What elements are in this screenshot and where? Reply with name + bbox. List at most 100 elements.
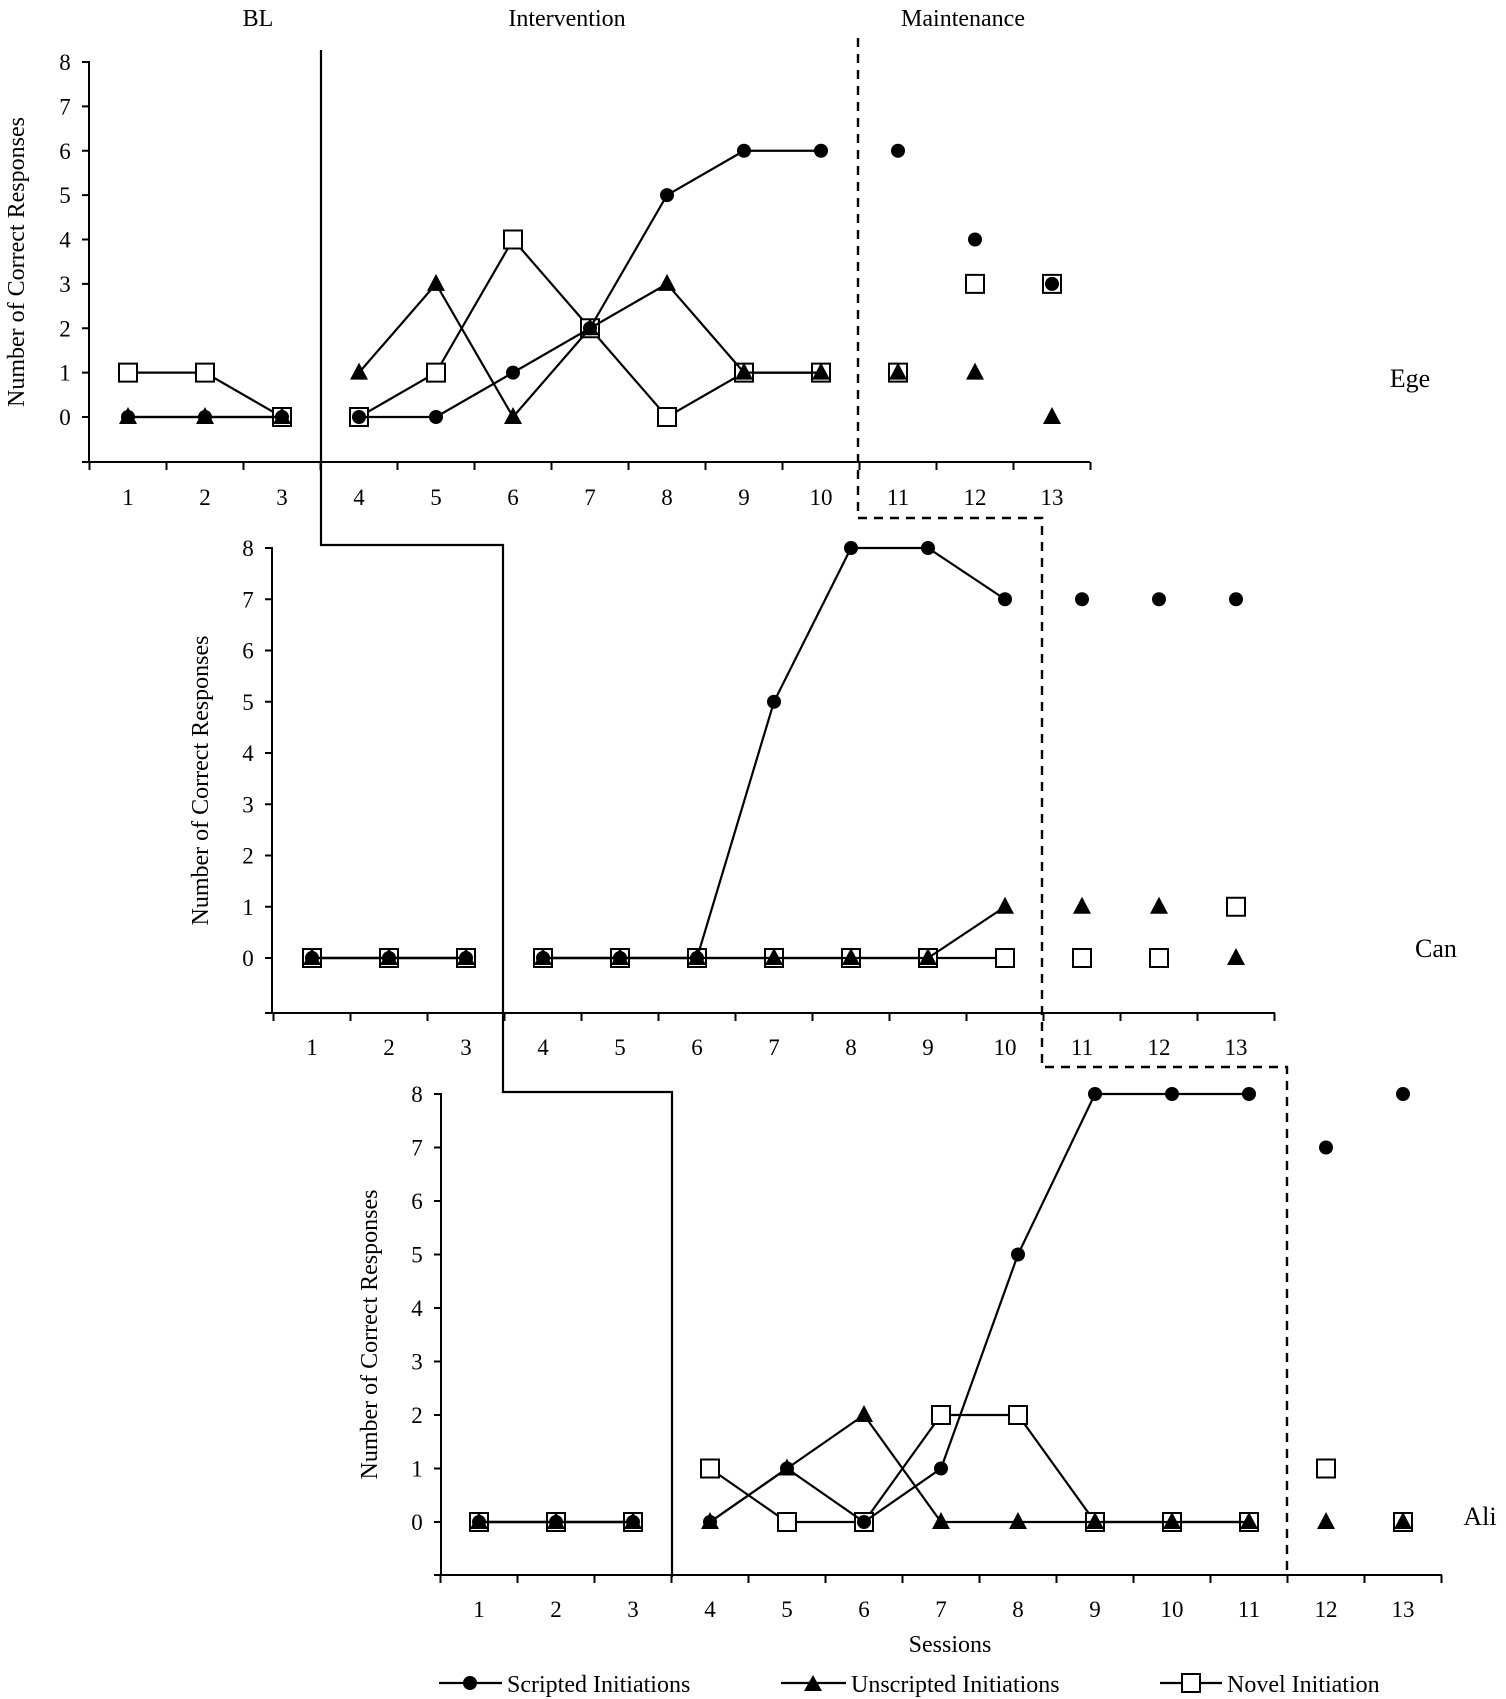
y-tick-label: 0 [59,405,71,430]
data-point-unscripted [1394,1512,1412,1529]
data-point-scripted [1152,592,1166,607]
data-point-scripted [472,1515,486,1529]
x-tick-label: 11 [1071,1035,1093,1060]
phase-label-maintenance: Maintenance [901,6,1025,32]
y-tick-label: 5 [411,1243,423,1268]
legend-item-unscripted: Unscripted Initiations [781,1672,1060,1698]
y-tick-label: 6 [59,139,71,164]
x-tick-label: 1 [473,1597,485,1622]
legend-triangle-marker [804,1675,822,1691]
data-point-scripted [737,143,751,158]
x-tick-label: 2 [550,1597,562,1622]
y-tick-label: 3 [59,272,71,297]
y-tick-label: 4 [411,1296,423,1321]
x-tick-label: 4 [704,1597,716,1622]
series-triangle [119,273,1061,424]
y-axis-title: Number of Correct Responses [357,1190,383,1480]
series-line [709,1413,1249,1524]
x-tick-label: 13 [1041,485,1064,510]
data-point-novel [118,362,138,383]
data-point-unscripted [1227,948,1245,965]
data-point-unscripted [812,362,830,380]
data-point-scripted [780,1461,794,1476]
data-point-scripted [549,1515,563,1529]
data-point-unscripted [996,896,1014,914]
y-tick-label: 1 [59,361,71,386]
y-axis-title: Number of Correct Responses [4,117,30,407]
y-tick-label: 5 [59,183,71,208]
data-point-novel [965,273,985,294]
data-point-novel [1008,1405,1028,1425]
x-tick-label: 6 [691,1035,703,1060]
data-point-unscripted [1150,896,1168,914]
data-point-scripted [921,541,935,555]
data-point-scripted [844,541,858,555]
data-point-unscripted [735,362,753,380]
y-tick-label: 3 [242,792,254,817]
participant-label: Can [1415,934,1457,963]
data-point-novel [995,948,1015,968]
phase-label-intervention: Intervention [508,6,625,32]
data-point-scripted [1319,1140,1333,1155]
x-tick-label: 10 [1161,1597,1184,1622]
data-point-novel [777,1512,797,1532]
data-point-scripted [536,951,550,965]
series-line [709,1092,1249,1524]
data-point-unscripted [427,273,445,291]
data-point-scripted [1242,1087,1256,1101]
data-point-scripted [613,951,627,965]
baseline-phase-change-line [319,50,674,1577]
data-point-novel [1149,948,1169,968]
y-tick-label: 6 [411,1189,423,1214]
data-point-scripted [891,143,905,158]
data-point-unscripted [765,948,783,965]
data-point-unscripted [1043,407,1061,424]
legend-item-novel: Novel Initiation [1160,1672,1380,1698]
legend: Scripted Initiations Unscripted Initiati… [439,1672,1380,1698]
x-tick-label: 6 [507,485,519,510]
x-tick-label: 9 [922,1035,934,1060]
data-point-unscripted [932,1512,950,1529]
x-tick-label: 8 [1012,1597,1024,1622]
y-tick-label: 2 [411,1403,423,1428]
data-point-scripted [767,694,781,709]
data-point-scripted [1088,1087,1102,1101]
x-tick-label: 11 [1238,1597,1260,1622]
x-tick-label: 3 [627,1597,639,1622]
x-tick-label: 10 [994,1035,1017,1060]
x-tick-label: 8 [845,1035,857,1060]
x-tick-label: 6 [858,1597,870,1622]
x-tick-label: 12 [964,485,987,510]
x-axis-title: Sessions [909,1632,992,1658]
x-tick-label: 8 [661,485,673,510]
y-tick-label: 8 [411,1082,423,1107]
series-line [543,546,1006,960]
y-tick-label: 5 [242,690,254,715]
x-tick-label: 1 [306,1035,318,1060]
maintenance-phase-change-line [856,38,1289,1577]
data-point-scripted [1229,592,1243,607]
x-tick-label: 3 [460,1035,472,1060]
data-point-scripted [583,321,597,336]
data-point-unscripted [658,273,676,291]
data-point-scripted [1075,592,1089,607]
data-point-scripted [998,592,1012,607]
data-point-unscripted [1086,1512,1104,1529]
series-circle [305,541,1243,965]
legend-circle-marker [463,1676,477,1690]
legend-label-novel: Novel Initiation [1227,1672,1380,1698]
data-point-scripted [1396,1087,1410,1101]
x-tick-label: 10 [810,485,833,510]
y-tick-label: 4 [59,228,71,253]
x-tick-label: 11 [887,485,909,510]
legend-item-scripted: Scripted Initiations [439,1672,690,1698]
data-point-scripted [429,410,443,424]
y-tick-label: 4 [242,741,254,766]
x-tick-label: 12 [1148,1035,1171,1060]
y-tick-label: 8 [59,50,71,75]
data-point-novel [931,1405,951,1425]
data-point-scripted [459,951,473,965]
